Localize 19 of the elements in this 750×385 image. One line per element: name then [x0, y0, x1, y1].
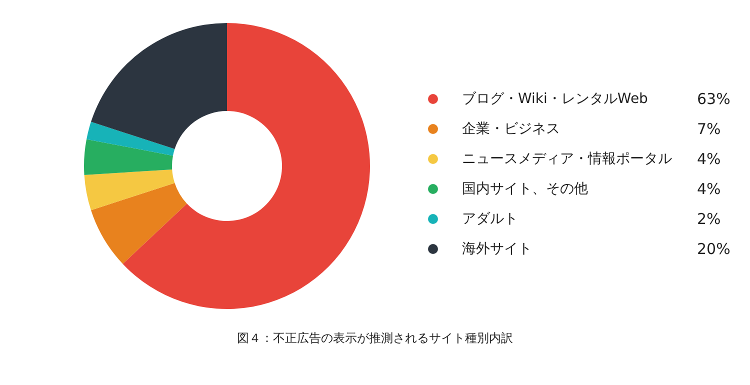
- legend-label: 企業・ビジネス: [462, 120, 561, 138]
- donut-slice: [122, 23, 370, 309]
- donut-slice: [86, 122, 175, 156]
- donut-slice: [84, 169, 175, 210]
- data-label: 20%: [697, 240, 730, 258]
- data-label: 4%: [697, 150, 721, 168]
- legend-label: 国内サイト、その他: [462, 180, 589, 198]
- data-label: 63%: [697, 90, 730, 108]
- caption: 図４：不正広告の表示が推測されるサイト種別内訳: [236, 330, 514, 347]
- legend-label: ブログ・Wiki・レンタルWeb: [462, 90, 649, 108]
- data-label: 2%: [697, 210, 721, 228]
- legend-label: ニュースメディア・情報ポータル: [462, 150, 673, 168]
- donut-slice: [84, 139, 173, 175]
- data-label: 7%: [697, 120, 721, 138]
- donut-slice: [91, 182, 187, 264]
- legend-label: 海外サイト: [462, 240, 533, 258]
- donut-slice: [91, 23, 227, 150]
- legend-label: アダルト: [462, 210, 519, 228]
- data-label: 4%: [697, 180, 721, 198]
